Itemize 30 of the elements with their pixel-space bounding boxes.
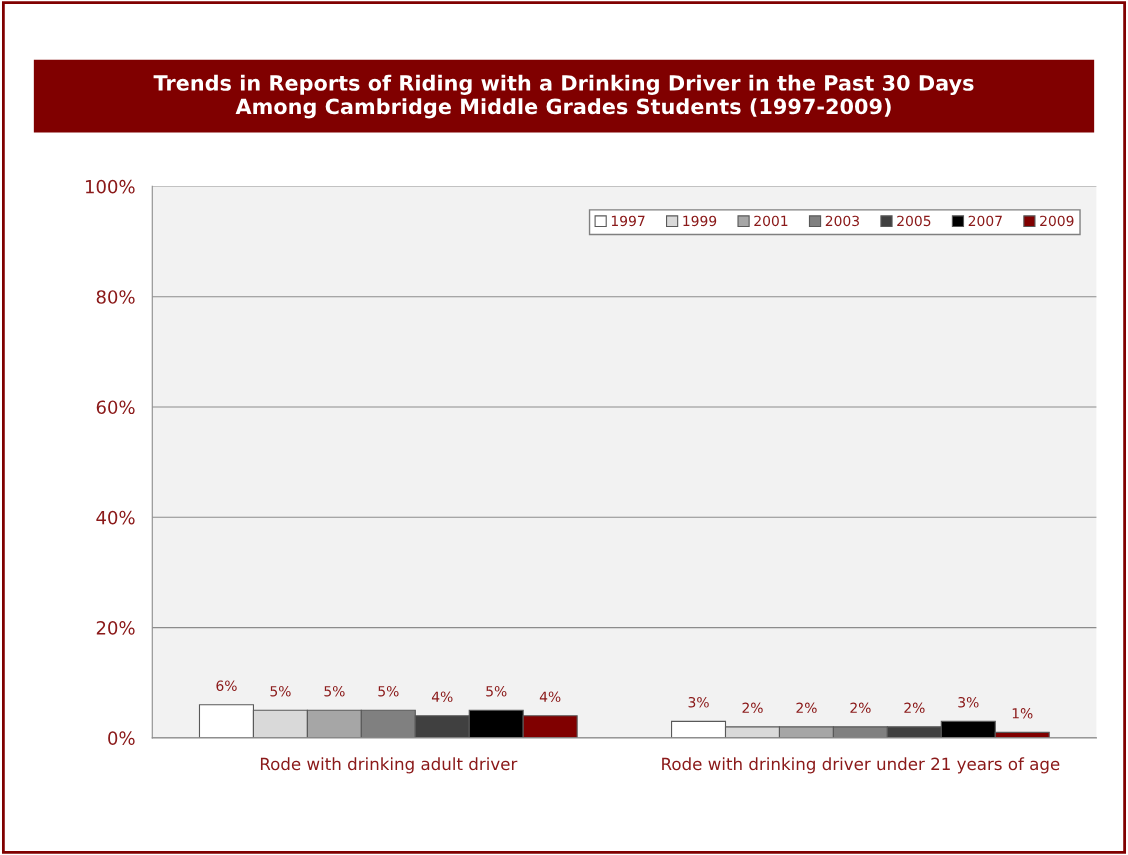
legend-label: 1999 — [683, 215, 717, 227]
y-tick-label: 100% — [85, 179, 135, 194]
data-label: 2% — [796, 702, 817, 714]
data-label: 2% — [904, 702, 925, 714]
data-label: 3% — [688, 697, 709, 708]
legend-label: 1997 — [611, 215, 645, 227]
y-tick-label: 0% — [108, 731, 135, 745]
chart-title: Trends in Reports of Riding with a Drinking Driver in the Past 30 Days Among Cambridge Middle Grades Students (1997-2009) — [153, 74, 974, 119]
data-label: 4% — [539, 691, 561, 702]
data-label: 5% — [486, 685, 507, 697]
data-label: 6% — [216, 680, 237, 691]
legend-label: 2003 — [825, 215, 859, 227]
data-label: 2% — [742, 702, 763, 714]
data-label: 2% — [850, 702, 871, 714]
legend-label: 2005 — [897, 215, 931, 227]
legend-label: 2009 — [1040, 215, 1074, 227]
y-tick-label: 40% — [96, 510, 135, 525]
data-label: 4% — [431, 691, 453, 702]
x-tick-label: Rode with drinking driver under 21 years of age — [662, 757, 1060, 774]
y-tick-label: 80% — [96, 290, 135, 304]
data-label: 5% — [378, 685, 399, 697]
data-label: 3% — [958, 697, 979, 708]
data-label: 1% — [1012, 708, 1033, 719]
x-tick-label: Rode with drinking adult driver — [260, 757, 518, 774]
legend-label: 2007 — [968, 215, 1002, 227]
data-label: 5% — [270, 685, 291, 697]
legend-label: 2001 — [754, 215, 788, 227]
y-tick-label: 60% — [96, 400, 135, 415]
data-label: 5% — [324, 685, 345, 697]
y-tick-label: 20% — [96, 621, 135, 635]
